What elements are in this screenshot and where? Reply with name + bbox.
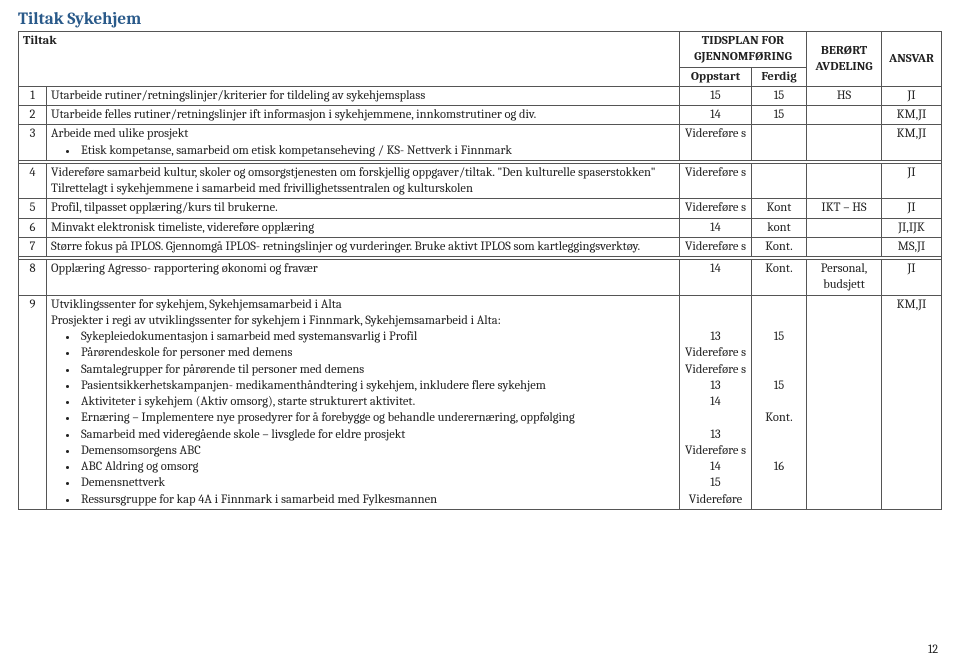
- row-fer: Kont.: [751, 260, 806, 296]
- row-fer: [751, 125, 806, 161]
- hdr-avdeling: BERØRT AVDELING: [807, 32, 882, 87]
- row-num: 3: [19, 125, 47, 161]
- row-ans: JI: [882, 260, 942, 296]
- tiltak-table: Tiltak TIDSPLAN FOR GJENNOMFØRING BERØRT…: [18, 31, 942, 510]
- row-num: 8: [19, 260, 47, 296]
- row-op: Videreføre s: [679, 125, 751, 161]
- list-item: Samtalegrupper for pårørende til persone…: [79, 362, 675, 378]
- row-op: 13 Videreføre s Videreføre s 13 14 13 Vi…: [679, 295, 751, 509]
- row-num: 6: [19, 218, 47, 237]
- row-desc: Utviklingssenter for sykehjem, Sykehjems…: [47, 295, 680, 509]
- row-avd: [807, 163, 882, 199]
- row-avd: Personal, budsjett: [807, 260, 882, 296]
- row-op: Videreføre s: [679, 199, 751, 218]
- row-num: 4: [19, 163, 47, 199]
- row-ans: KM,JI: [882, 125, 942, 161]
- table-row: 3 Arbeide med ulike prosjekt Etisk kompe…: [19, 125, 942, 161]
- table-row: 1 Utarbeide rutiner/retningslinjer/krite…: [19, 86, 942, 105]
- row-desc-line1: Utviklingssenter for sykehjem, Sykehjems…: [51, 297, 675, 313]
- row-ans: JI: [882, 163, 942, 199]
- table-row: 9 Utviklingssenter for sykehjem, Sykehje…: [19, 295, 942, 509]
- row-op: Videreføre s: [679, 237, 751, 256]
- row-desc: Utarbeide felles rutiner/retningslinjer …: [47, 106, 680, 125]
- row-num: 9: [19, 295, 47, 509]
- row-desc: Utarbeide rutiner/retningslinjer/kriteri…: [47, 86, 680, 105]
- row-avd: HS: [807, 86, 882, 105]
- row-ans: KM,JI: [882, 295, 942, 509]
- row-avd: [807, 125, 882, 161]
- row-avd: [807, 295, 882, 509]
- row-desc: Arbeide med ulike prosjekt Etisk kompeta…: [47, 125, 680, 161]
- row-ans: JI,IJK: [882, 218, 942, 237]
- row-fer: 15: [751, 86, 806, 105]
- row-avd: IKT – HS: [807, 199, 882, 218]
- list-item: Demensomsorgens ABC: [79, 443, 675, 459]
- row-ans: MS,JI: [882, 237, 942, 256]
- row-desc: Opplæring Agresso- rapportering økonomi …: [47, 260, 680, 296]
- row-ans: KM,JI: [882, 106, 942, 125]
- row-avd: [807, 218, 882, 237]
- table-row: 6 Minvakt elektronisk timeliste, videref…: [19, 218, 942, 237]
- row-fer: Kont.: [751, 237, 806, 256]
- row-avd: [807, 106, 882, 125]
- row-op: Videreføre s: [679, 163, 751, 199]
- list-item: Samarbeid med videregående skole – livsg…: [79, 427, 675, 443]
- row-desc: Videreføre samarbeid kultur, skoler og o…: [47, 163, 680, 199]
- page-number: 12: [928, 642, 938, 656]
- row-num: 5: [19, 199, 47, 218]
- list-item: Ressursgruppe for kap 4A i Finnmark i sa…: [79, 492, 675, 508]
- row-fer: 15: [751, 106, 806, 125]
- row-ans: JI: [882, 199, 942, 218]
- table-row: 4 Videreføre samarbeid kultur, skoler og…: [19, 163, 942, 199]
- row-op: 14: [679, 106, 751, 125]
- row-desc-line2: Prosjekter i regi av utviklingssenter fo…: [51, 313, 675, 329]
- list-item: ABC Aldring og omsorg: [79, 459, 675, 475]
- table-row: 7 Større fokus på IPLOS. Gjennomgå IPLOS…: [19, 237, 942, 256]
- hdr-ferdig: Ferdig: [751, 67, 806, 86]
- row-fer: [751, 163, 806, 199]
- row-desc-text: Arbeide med ulike prosjekt: [51, 127, 188, 141]
- row-ans: JI: [882, 86, 942, 105]
- list-item: Demensnettverk: [79, 475, 675, 491]
- hdr-ansvar: ANSVAR: [882, 32, 942, 87]
- list-item: Sykepleiedokumentasjon i samarbeid med s…: [79, 329, 675, 345]
- table-title: Tiltak: [19, 32, 680, 87]
- list-item: Ernæring – Implementere nye prosedyrer f…: [79, 410, 675, 426]
- row-avd: [807, 237, 882, 256]
- list-item: Pårørendeskole for personer med demens: [79, 345, 675, 361]
- row-desc: Større fokus på IPLOS. Gjennomgå IPLOS- …: [47, 237, 680, 256]
- row-num: 2: [19, 106, 47, 125]
- row-desc: Profil, tilpasset opplæring/kurs til bru…: [47, 199, 680, 218]
- row-op: 15: [679, 86, 751, 105]
- row-fer: 15 15 Kont. 16: [751, 295, 806, 509]
- row-fer: Kont: [751, 199, 806, 218]
- list-item: Etisk kompetanse, samarbeid om etisk kom…: [79, 143, 675, 159]
- list-item: Pasientsikkerhetskampanjen- medikamenthå…: [79, 378, 675, 394]
- row-op: 14: [679, 260, 751, 296]
- row-num: 1: [19, 86, 47, 105]
- page-title: Tiltak Sykehjem: [18, 10, 942, 29]
- row-desc: Minvakt elektronisk timeliste, viderefør…: [47, 218, 680, 237]
- row-op: 14: [679, 218, 751, 237]
- row-num: 7: [19, 237, 47, 256]
- row-fer: kont: [751, 218, 806, 237]
- hdr-oppstart: Oppstart: [679, 67, 751, 86]
- table-row: 2 Utarbeide felles rutiner/retningslinje…: [19, 106, 942, 125]
- hdr-tidsplan: TIDSPLAN FOR GJENNOMFØRING: [679, 32, 806, 68]
- table-row: 5 Profil, tilpasset opplæring/kurs til b…: [19, 199, 942, 218]
- table-row: 8 Opplæring Agresso- rapportering økonom…: [19, 260, 942, 296]
- list-item: Aktiviteter i sykehjem (Aktiv omsorg), s…: [79, 394, 675, 410]
